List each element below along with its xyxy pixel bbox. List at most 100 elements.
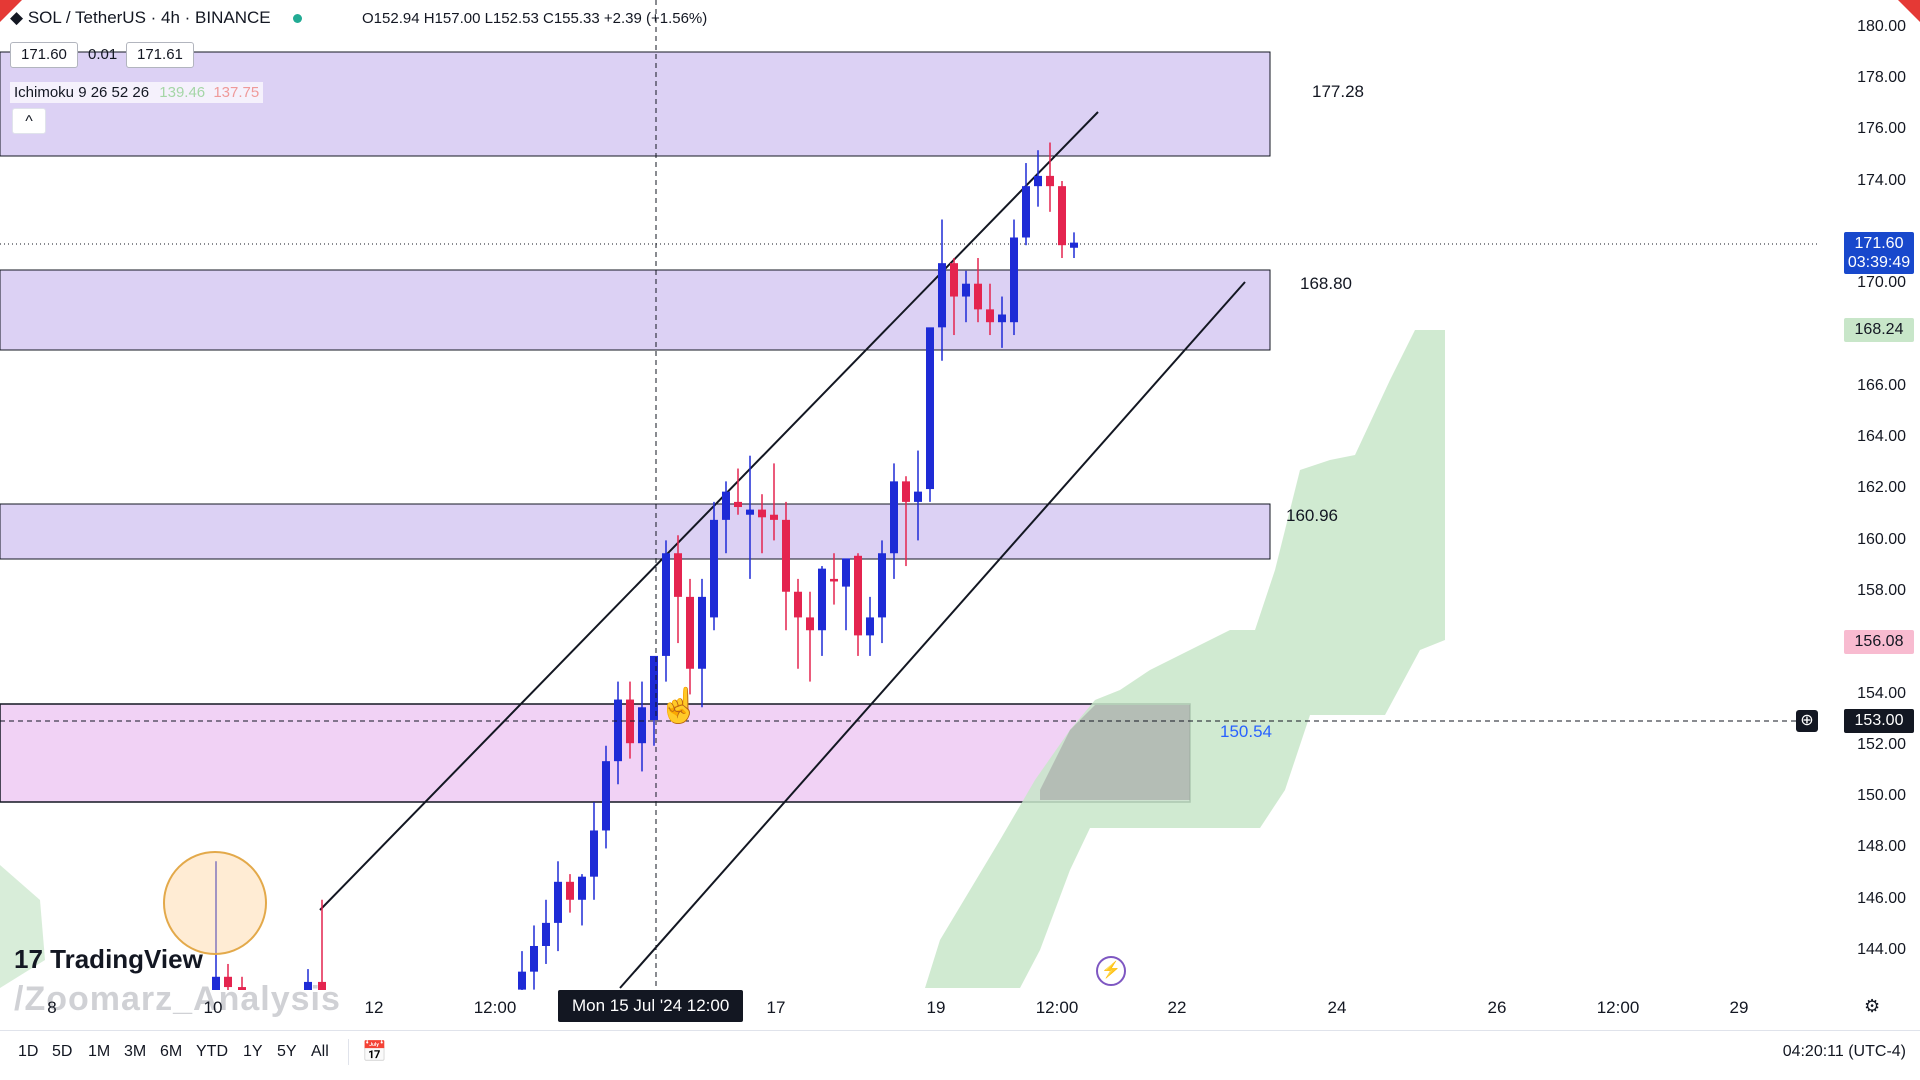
hand-cursor-icon: ☝ <box>658 687 701 725</box>
price-tick: 146.00 <box>1857 890 1906 907</box>
timeframe-6m[interactable]: 6M <box>160 1043 183 1060</box>
cloud-lower-tag: 156.08 <box>1844 630 1914 654</box>
candle-body <box>650 655 658 721</box>
candle-body <box>818 568 826 631</box>
candle-body <box>698 596 706 669</box>
add-alert-plus-icon[interactable]: ⊕ <box>1796 710 1818 732</box>
demand-zone <box>0 703 1191 803</box>
bid-price-box[interactable]: 171.60 <box>10 42 78 68</box>
last-price-tag: 171.60 03:39:49 <box>1844 232 1914 274</box>
market-status-icon <box>293 14 303 24</box>
indicator-value-2: 137.75 <box>213 84 260 101</box>
candle-body <box>602 761 610 831</box>
price-tick: 180.00 <box>1857 18 1906 35</box>
chart-canvas[interactable]: ◆ SOL / TetherUS · 4h · BINANCE O152.94 … <box>0 0 1820 1018</box>
candle-body <box>926 327 934 490</box>
date-tick: 26 <box>1487 998 1507 1017</box>
price-tick: 164.00 <box>1857 428 1906 445</box>
indicator-name: Ichimoku 9 26 52 26 <box>14 84 150 101</box>
lightning-icon[interactable]: ⚡ <box>1096 956 1126 986</box>
timeframe-3m[interactable]: 3M <box>124 1043 147 1060</box>
candle-body <box>1022 186 1030 238</box>
date-tick: 22 <box>1167 998 1187 1017</box>
price-tick: 154.00 <box>1857 685 1906 702</box>
candle-body <box>318 981 326 990</box>
candle-body <box>542 922 550 946</box>
candle-body <box>1034 175 1042 187</box>
symbol-legend[interactable]: ◆ SOL / TetherUS · 4h · BINANCE <box>10 8 303 28</box>
date-tick: 12 <box>364 998 384 1017</box>
price-axis[interactable]: 180.00 178.00 176.00 174.00 170.00 166.0… <box>1796 0 1920 990</box>
chart-svg[interactable] <box>0 0 1820 990</box>
candle-body <box>866 617 874 636</box>
candle-body <box>304 981 312 990</box>
timeframe-1m[interactable]: 1M <box>88 1043 111 1060</box>
supply-zone-3 <box>0 503 1271 560</box>
date-tick: 8 <box>47 998 57 1017</box>
timeframe-ytd[interactable]: YTD <box>196 1043 228 1060</box>
channel-lower-line <box>619 281 1246 989</box>
candle-body <box>998 314 1006 323</box>
timeframe-1d[interactable]: 1D <box>18 1043 39 1060</box>
price-tick: 160.00 <box>1857 531 1906 548</box>
price-tick: 144.00 <box>1857 941 1906 958</box>
candle-body <box>986 309 994 323</box>
date-tick: 12:00 <box>1035 998 1079 1017</box>
price-tick: 174.00 <box>1857 172 1906 189</box>
collapse-legend-button[interactable]: ^ <box>12 108 46 134</box>
candle-body <box>590 830 598 877</box>
symbol-title[interactable]: SOL / TetherUS · 4h · BINANCE <box>27 8 271 27</box>
cloud-upper-tag: 168.24 <box>1844 318 1914 342</box>
date-tick: 12:00 <box>1596 998 1640 1017</box>
candle-body <box>638 707 646 744</box>
bottom-toolbar: 1D 5D 1M 3M 6M YTD 1Y 5Y All 📅 04:20:11 … <box>0 1030 1920 1075</box>
settings-gear-icon[interactable]: ⚙ <box>1864 996 1881 1016</box>
price-tick: 176.00 <box>1857 120 1906 137</box>
candle-body <box>662 553 670 656</box>
candle-body <box>938 263 946 328</box>
date-range-calendar-icon[interactable]: 📅 <box>362 1041 387 1063</box>
clock-timezone[interactable]: 04:20:11 (UTC-4) <box>1782 1043 1906 1060</box>
candle-body <box>518 971 526 990</box>
price-tick: 158.00 <box>1857 582 1906 599</box>
date-tick: 12:00 <box>473 998 517 1017</box>
price-tick: 148.00 <box>1857 838 1906 855</box>
channel-upper-line <box>319 111 1099 911</box>
timeframe-5d[interactable]: 5D <box>52 1043 73 1060</box>
candle-body <box>578 876 586 900</box>
date-tick: 10 <box>203 998 223 1017</box>
supply-zone-2 <box>0 269 1271 351</box>
price-tick: 170.00 <box>1857 274 1906 291</box>
candle-body <box>1058 186 1066 246</box>
candle-body <box>794 591 802 618</box>
timeframe-all[interactable]: All <box>311 1043 329 1060</box>
ask-price-box[interactable]: 171.61 <box>126 42 194 68</box>
candle-body <box>854 555 862 636</box>
candle-body <box>674 553 682 597</box>
supply-zone-1 <box>0 51 1271 157</box>
candle-body <box>830 578 838 582</box>
frame-corner-right <box>1898 0 1920 22</box>
price-tick: 162.00 <box>1857 479 1906 496</box>
date-axis[interactable]: 8 10 12 12:00 17 19 12:00 22 24 26 12:00… <box>0 990 1920 1026</box>
crosshair-date-label: Mon 15 Jul '24 12:00 <box>558 990 744 1022</box>
timeframe-5y[interactable]: 5Y <box>277 1043 297 1060</box>
candle-body <box>686 596 694 669</box>
price-tick: 166.00 <box>1857 377 1906 394</box>
candle-body <box>566 881 574 900</box>
date-tick: 19 <box>926 998 946 1017</box>
ichimoku-legend[interactable]: Ichimoku 9 26 52 26 139.46 137.75 <box>10 82 264 103</box>
timeframe-1y[interactable]: 1Y <box>243 1043 263 1060</box>
cloud-overlap <box>1040 705 1190 800</box>
candle-body <box>1046 175 1054 187</box>
candle-body <box>614 699 622 762</box>
date-tick: 29 <box>1729 998 1749 1017</box>
tradingview-logo-icon: 17 <box>14 944 43 974</box>
indicator-value-1: 139.46 <box>159 84 206 101</box>
crosshair-price-tag: 153.00 <box>1844 709 1914 733</box>
candle-body <box>530 945 538 972</box>
cloud-left-fragment <box>0 865 45 988</box>
zone-label-1: 177.28 <box>1312 82 1364 101</box>
candle-body <box>806 617 814 631</box>
candle-body <box>914 491 922 502</box>
